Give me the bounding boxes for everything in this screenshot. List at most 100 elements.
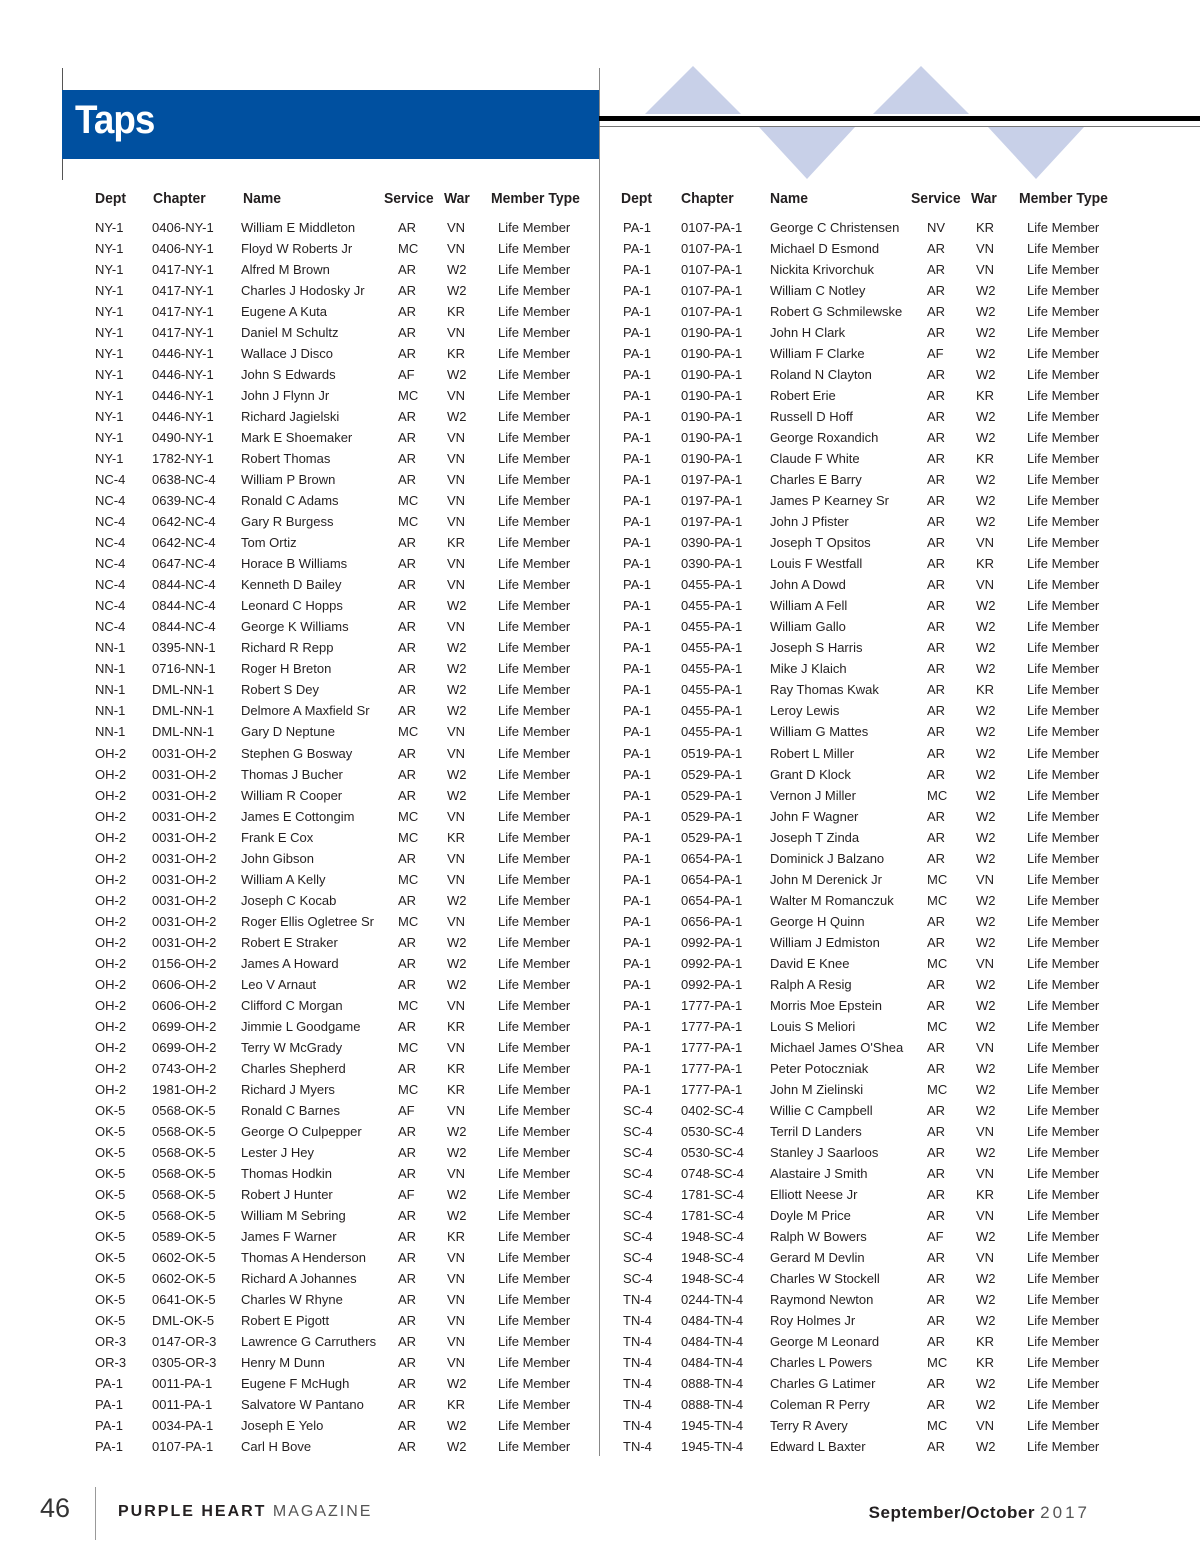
cell-name: Leroy Lewis <box>770 703 840 719</box>
cell-name: Wallace J Disco <box>241 346 333 362</box>
cell-dept: PA-1 <box>623 829 651 845</box>
cell-service: AR <box>398 1313 417 1329</box>
cell-chapter: 1777-PA-1 <box>681 1081 743 1097</box>
header-name: Name <box>243 190 281 207</box>
cell-member-type: Life Member <box>498 640 571 656</box>
cell-chapter: 0642-NC-4 <box>152 514 216 530</box>
cell-dept: PA-1 <box>623 262 651 278</box>
cell-service: AF <box>927 1228 944 1244</box>
cell-war: VN <box>447 388 466 404</box>
cell-name: Claude F White <box>770 451 860 467</box>
cell-dept: NC-4 <box>95 535 126 551</box>
cell-name: Robert L Miller <box>770 745 855 761</box>
cell-member-type: Life Member <box>1027 892 1100 908</box>
cell-dept: PA-1 <box>623 892 651 908</box>
cell-dept: OH-2 <box>95 934 127 950</box>
cell-name: Elliott Neese Jr <box>770 1186 858 1202</box>
cell-name: Mike J Klaich <box>770 661 847 677</box>
cell-name: John M Zielinski <box>770 1081 864 1097</box>
cell-member-type: Life Member <box>1027 1271 1100 1286</box>
cell-war: KR <box>447 304 466 320</box>
cell-name: Ralph W Bowers <box>770 1228 867 1244</box>
cell-member-type: Life Member <box>498 304 571 320</box>
cell-member-type: Life Member <box>498 409 571 425</box>
cell-name: Nickita Krivorchuk <box>770 262 875 278</box>
cell-name: Roy Holmes Jr <box>770 1313 856 1329</box>
header-war: War <box>971 190 997 207</box>
cell-dept: PA-1 <box>623 409 651 425</box>
cell-dept: NY-1 <box>95 388 124 404</box>
cell-name: James E Cottongim <box>241 808 355 824</box>
cell-war: W2 <box>447 976 467 992</box>
cell-chapter: 0606-OH-2 <box>152 976 217 992</box>
cell-service: AR <box>927 724 946 740</box>
cell-war: W2 <box>976 514 996 530</box>
cell-service: AR <box>398 766 417 782</box>
cell-member-type: Life Member <box>498 388 571 404</box>
cell-dept: OH-2 <box>95 892 127 908</box>
cell-member-type: Life Member <box>498 472 571 488</box>
cell-service: AR <box>398 1018 417 1034</box>
cell-dept: OK-5 <box>95 1186 126 1202</box>
cell-war: VN <box>447 1039 466 1055</box>
cell-war: VN <box>447 1165 466 1181</box>
cell-war: KR <box>976 220 995 235</box>
cell-dept: PA-1 <box>623 955 651 971</box>
cell-chapter: 0484-TN-4 <box>681 1355 744 1371</box>
cell-war: W2 <box>976 367 996 383</box>
cell-service: MC <box>927 892 948 908</box>
cell-dept: NY-1 <box>95 367 124 383</box>
cell-dept: NY-1 <box>95 241 124 257</box>
cell-service: AR <box>398 955 417 971</box>
cell-war: KR <box>976 1186 995 1202</box>
cell-service: MC <box>927 1081 948 1097</box>
cell-member-type: Life Member <box>1027 409 1100 425</box>
cell-dept: NC-4 <box>95 493 126 509</box>
cell-member-type: Life Member <box>498 1102 571 1118</box>
cell-war: VN <box>447 913 466 929</box>
cell-war: W2 <box>976 283 996 299</box>
cell-war: W2 <box>447 934 467 950</box>
cell-war: W2 <box>447 1186 467 1202</box>
cell-dept: PA-1 <box>623 388 651 404</box>
cell-service: AR <box>927 808 946 824</box>
cell-service: MC <box>398 1081 419 1097</box>
cell-war: W2 <box>976 745 996 761</box>
cell-dept: PA-1 <box>623 367 651 383</box>
cell-name: Michael James O'Shea <box>770 1039 904 1055</box>
cell-name: Stanley J Saarloos <box>770 1144 879 1160</box>
cell-member-type: Life Member <box>1027 430 1100 446</box>
cell-war: VN <box>447 850 466 866</box>
cell-chapter: 0107-PA-1 <box>681 241 743 257</box>
cell-service: AR <box>927 241 946 257</box>
cell-war: W2 <box>447 787 467 803</box>
cell-member-type: Life Member <box>498 220 571 235</box>
cell-war: W2 <box>447 1376 467 1392</box>
cell-member-type: Life Member <box>498 871 571 887</box>
cell-dept: PA-1 <box>95 1397 123 1413</box>
cell-name: John Gibson <box>241 850 314 866</box>
cell-name: Tom Ortiz <box>241 535 297 551</box>
cell-name: Charles Shepherd <box>241 1060 346 1076</box>
cell-chapter: 0602-OK-5 <box>152 1249 216 1265</box>
cell-service: AR <box>927 304 946 320</box>
cell-war: VN <box>447 619 466 635</box>
cell-war: W2 <box>976 409 996 425</box>
cell-service: AR <box>927 388 946 404</box>
cell-chapter: 0455-PA-1 <box>681 724 743 740</box>
cell-name: William Gallo <box>770 619 846 635</box>
cell-dept: TN-4 <box>623 1292 652 1308</box>
cell-service: AR <box>398 1228 417 1244</box>
cell-name: Louis S Meliori <box>770 1018 856 1034</box>
cell-war: W2 <box>447 1207 467 1223</box>
issue-year: 2017 <box>1040 1503 1090 1522</box>
cell-member-type: Life Member <box>1027 1144 1100 1160</box>
cell-dept: OR-3 <box>95 1355 127 1371</box>
cell-service: AR <box>927 1271 946 1286</box>
cell-member-type: Life Member <box>1027 871 1100 887</box>
cell-chapter: 1777-PA-1 <box>681 1018 743 1034</box>
cell-service: NV <box>927 220 946 235</box>
cell-service: AR <box>398 1355 417 1371</box>
cell-war: W2 <box>976 661 996 677</box>
cell-war: W2 <box>976 1271 996 1286</box>
